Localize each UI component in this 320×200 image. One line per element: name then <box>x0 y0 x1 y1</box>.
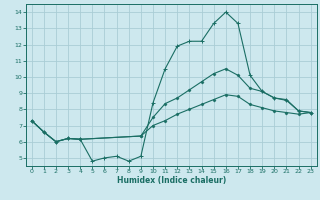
X-axis label: Humidex (Indice chaleur): Humidex (Indice chaleur) <box>116 176 226 185</box>
